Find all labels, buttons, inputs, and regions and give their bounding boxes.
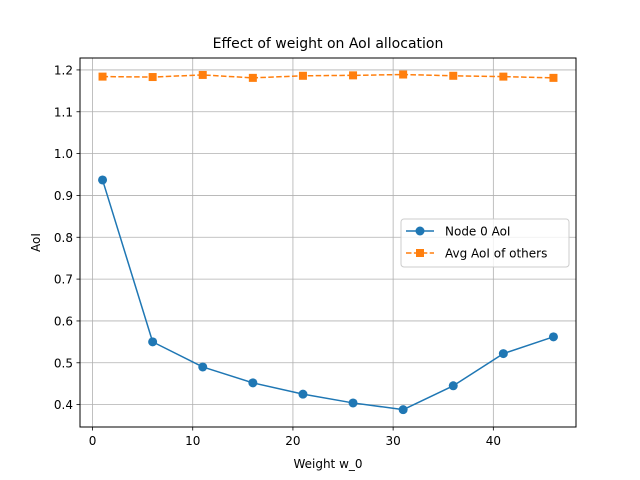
legend-label-others: Avg AoI of others (445, 247, 547, 261)
data-point-0 (248, 378, 258, 388)
data-point-1 (549, 73, 558, 82)
x-tick-label: 0 (89, 434, 97, 448)
data-point-1 (499, 72, 508, 81)
data-point-0 (498, 349, 508, 359)
chart-title: Effect of weight on AoI allocation (213, 36, 444, 52)
x-tick-label: 10 (185, 434, 200, 448)
data-point-0 (98, 175, 108, 185)
legend-marker-others (416, 249, 424, 257)
data-point-0 (198, 362, 208, 372)
y-axis: 0.4 0.5 0.6 0.7 0.8 0.9 1.0 1.1 1.2 (54, 63, 80, 412)
y-tick-label: 1.1 (54, 105, 73, 119)
legend: Node 0 AoI Avg AoI of others (400, 218, 570, 268)
plot-frame (79, 57, 577, 428)
x-tick-label: 30 (385, 434, 400, 448)
x-axis-label: Weight w_0 (293, 457, 362, 471)
series-line-1 (102, 73, 554, 79)
x-axis: 0 10 20 30 40 (89, 427, 501, 448)
data-point-0 (448, 381, 458, 391)
legend-label-node0: Node 0 AoI (445, 225, 510, 239)
y-tick-label: 0.6 (54, 314, 73, 328)
data-point-1 (148, 73, 157, 82)
y-axis-label: AoI (29, 233, 43, 252)
data-point-0 (148, 337, 158, 347)
data-point-1 (98, 72, 107, 81)
y-tick-label: 1.2 (54, 63, 73, 77)
y-tick-label: 0.4 (54, 398, 73, 412)
y-tick-label: 1.0 (54, 147, 73, 161)
legend-marker-node0 (415, 226, 425, 236)
y-tick-label: 0.7 (54, 273, 73, 287)
data-point-0 (548, 332, 558, 342)
y-tick-label: 0.8 (54, 231, 73, 245)
data-point-1 (399, 70, 408, 79)
data-point-1 (198, 70, 207, 79)
series-layer (98, 70, 558, 415)
legend-box (400, 218, 570, 268)
data-point-1 (298, 71, 307, 80)
data-point-0 (348, 398, 358, 408)
x-tick-label: 40 (486, 434, 501, 448)
series-line-0 (101, 179, 554, 411)
y-tick-label: 0.5 (54, 356, 73, 370)
data-point-0 (398, 405, 408, 415)
data-point-1 (449, 71, 458, 80)
data-point-1 (349, 71, 358, 80)
x-tick-label: 20 (285, 434, 300, 448)
y-tick-label: 0.9 (54, 189, 73, 203)
data-point-0 (298, 389, 308, 399)
data-point-1 (248, 73, 257, 82)
